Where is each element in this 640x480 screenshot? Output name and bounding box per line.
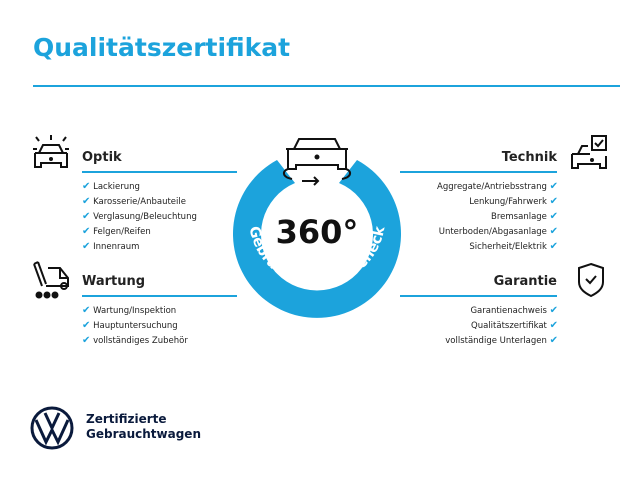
car-lights-icon	[33, 135, 69, 168]
list-item: ✔ Innenraum	[82, 241, 140, 252]
list-item: ✔ Karosserie/Anbauteile	[82, 196, 186, 207]
list-item: Sicherheit/Elektrik ✔	[469, 241, 558, 252]
section-line	[400, 171, 557, 173]
list-item: ✔ vollständiges Zubehör	[82, 335, 188, 346]
list-item: ✔ Lackierung	[82, 181, 140, 192]
section-title-optik: Optik	[82, 150, 122, 165]
divider	[33, 85, 620, 87]
list-item: vollständige Unterlagen ✔	[445, 335, 558, 346]
optik-list: ✔ Lackierung ✔ Karosserie/Anbauteile ✔ V…	[82, 179, 197, 254]
list-item: Lenkung/Fahrwerk ✔	[469, 196, 558, 207]
ring	[232, 160, 401, 318]
vw-logo	[30, 406, 74, 450]
garantie-list: Garantienachweis ✔ Qualitätszertifikat ✔…	[445, 303, 558, 348]
list-item: Unterboden/Abgasanlage ✔	[438, 226, 558, 237]
list-item: Aggregate/Antriebsstrang ✔	[437, 181, 558, 192]
footer-brand: Zertifizierte Gebrauchtwagen	[86, 412, 201, 442]
section-line	[82, 295, 237, 297]
technik-list: Aggregate/Antriebsstrang ✔ Lenkung/Fahrw…	[437, 179, 558, 254]
car-rotate-icon	[282, 138, 352, 186]
list-item: Garantienachweis ✔	[470, 305, 558, 316]
car-checkbox-icon	[571, 135, 607, 169]
list-item: ✔ Felgen/Reifen	[82, 226, 151, 237]
360-check-badge: 360° Gebrauchtwagen-Check	[232, 138, 401, 318]
section-title-wartung: Wartung	[82, 274, 146, 289]
list-item: ✔ Wartung/Inspektion	[82, 305, 177, 316]
footer-line1: Zertifizierte	[86, 412, 167, 426]
section-line	[400, 295, 557, 297]
list-item: ✔ Verglasung/Beleuchtung	[82, 211, 197, 222]
shield-check-icon	[578, 262, 604, 298]
section-title-garantie: Garantie	[493, 274, 557, 289]
section-title-technik: Technik	[501, 150, 557, 165]
list-item: Bremsanlage ✔	[491, 211, 558, 222]
360-label: 360°	[276, 213, 359, 251]
list-item: ✔ Hauptuntersuchung	[82, 320, 178, 331]
service-van-icon	[33, 261, 69, 299]
page-title: Qualitätszertifikat	[33, 33, 291, 62]
wartung-list: ✔ Wartung/Inspektion ✔ Hauptuntersuchung…	[82, 303, 188, 348]
section-line	[82, 171, 237, 173]
list-item: Qualitätszertifikat ✔	[471, 320, 558, 331]
footer-line2: Gebrauchtwagen	[86, 427, 201, 441]
